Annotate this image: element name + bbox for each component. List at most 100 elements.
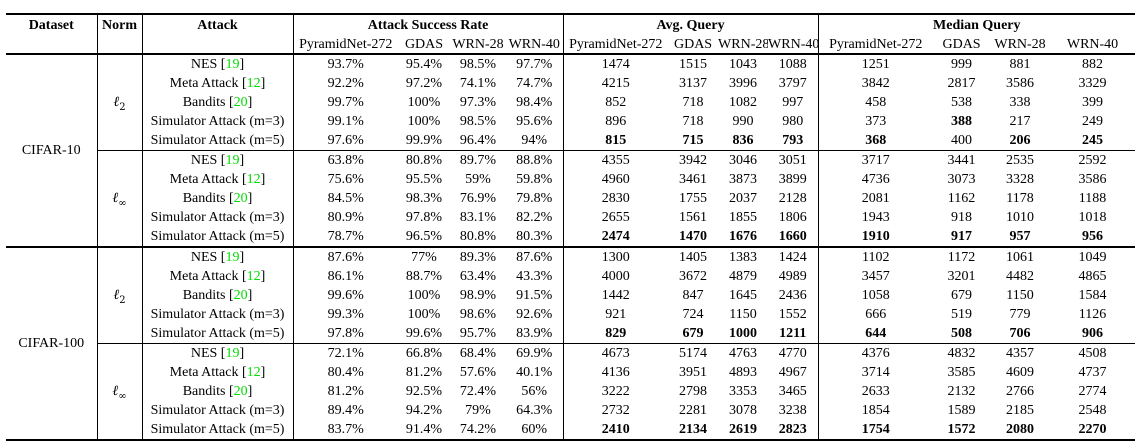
subcol-header-pyramidnet: PyramidNet-272 xyxy=(293,36,398,55)
avg-query-cell: 3797 xyxy=(768,74,819,93)
asr-cell: 81.2% xyxy=(405,365,443,380)
median-query-cell: 2185 xyxy=(1006,403,1035,418)
attack-cell: Meta Attack [12] xyxy=(142,267,294,286)
citation-link[interactable]: 20 xyxy=(233,288,248,303)
avg-query-cell: 829 xyxy=(605,326,627,341)
table-row: Simulator Attack (m=3) 99.1% 100% 98.5% 95.6… xyxy=(6,112,1135,131)
group-header-avg-query: Avg. Query xyxy=(563,14,819,36)
table-row: Simulator Attack (m=3) 80.9% 97.8% 83.1% 82.… xyxy=(6,208,1135,227)
median-query-cell: 3586 xyxy=(1006,76,1035,91)
asr-cell: 97.8% xyxy=(327,326,364,341)
citation-link[interactable]: 20 xyxy=(233,95,248,110)
asr-cell: 97.3% xyxy=(459,95,497,110)
asr-cell: 60% xyxy=(506,420,564,440)
avg-query-cell: 1806 xyxy=(768,208,819,227)
citation-link[interactable]: 12 xyxy=(246,269,261,284)
avg-query-cell: 1211 xyxy=(768,324,819,344)
asr-cell: 95.7% xyxy=(459,326,497,341)
asr-cell: 98.9% xyxy=(459,288,497,303)
avg-query-cell: 3465 xyxy=(768,382,819,401)
asr-cell: 63.4% xyxy=(459,269,497,284)
asr-cell: 96.4% xyxy=(459,133,497,148)
avg-query-cell: 2823 xyxy=(768,420,819,440)
median-query-cell: 3073 xyxy=(947,172,976,187)
avg-query-cell: 2655 xyxy=(601,210,630,225)
table-row: Bandits [20] 81.2% 92.5% 72.4% 56% 3222 2798 33… xyxy=(6,382,1135,401)
attack-cell: Meta Attack [12] xyxy=(142,170,294,189)
attack-cell: NES [19] xyxy=(142,54,294,74)
median-query-cell: 4865 xyxy=(1078,269,1107,284)
asr-cell: 100% xyxy=(407,114,441,129)
asr-cell: 80.8% xyxy=(398,150,450,170)
asr-cell: 95.4% xyxy=(405,57,443,72)
median-query-cell: 4832 xyxy=(933,343,991,363)
median-query-cell: 1910 xyxy=(861,229,890,244)
col-header-attack: Attack xyxy=(142,14,294,55)
asr-cell: 56% xyxy=(506,382,564,401)
median-query-cell: 2270 xyxy=(1078,422,1107,437)
asr-cell: 88.8% xyxy=(506,150,564,170)
table-row: Bandits [20] 84.5% 98.3% 76.9% 79.8% 2830 1755… xyxy=(6,189,1135,208)
median-query-cell: 999 xyxy=(951,57,973,72)
median-query-cell: 1251 xyxy=(861,57,890,72)
subcol-header-wrn40: WRN-40 xyxy=(768,36,819,55)
avg-query-cell: 3899 xyxy=(768,170,819,189)
citation-link[interactable]: 19 xyxy=(225,250,240,265)
attack-cell: NES [19] xyxy=(142,343,294,363)
median-query-cell: 957 xyxy=(1009,229,1031,244)
norm-cell: ℓ∞ xyxy=(97,150,143,247)
avg-query-cell: 1442 xyxy=(601,288,630,303)
median-query-cell: 1049 xyxy=(1050,246,1136,267)
median-query-cell: 918 xyxy=(951,210,973,225)
avg-query-cell: 793 xyxy=(768,131,819,151)
citation-link[interactable]: 12 xyxy=(246,76,261,91)
citation-link[interactable]: 20 xyxy=(233,191,248,206)
median-query-cell: 666 xyxy=(865,307,887,322)
asr-cell: 74.1% xyxy=(459,76,497,91)
avg-query-cell: 4967 xyxy=(768,363,819,382)
median-query-cell: 399 xyxy=(1082,95,1104,110)
asr-cell: 87.6% xyxy=(506,246,564,267)
table-row: Bandits [20] 99.7% 100% 97.3% 98.4% 852 718 108… xyxy=(6,93,1135,112)
avg-query-cell: 2474 xyxy=(601,229,630,244)
median-query-cell: 2080 xyxy=(1006,422,1035,437)
asr-cell: 97.6% xyxy=(327,133,364,148)
median-query-cell: 538 xyxy=(951,95,973,110)
avg-query-cell: 2798 xyxy=(679,384,708,399)
avg-query-cell: 679 xyxy=(682,326,704,341)
avg-query-cell: 3078 xyxy=(729,403,758,418)
citation-link[interactable]: 19 xyxy=(225,153,240,168)
asr-cell: 89.7% xyxy=(450,150,506,170)
avg-query-cell: 3942 xyxy=(668,150,719,170)
asr-cell: 98.3% xyxy=(405,191,443,206)
norm-cell: ℓ2 xyxy=(97,54,143,151)
attack-cell: Bandits [20] xyxy=(142,286,294,305)
citation-link[interactable]: 19 xyxy=(225,346,240,361)
citation-link[interactable]: 20 xyxy=(233,384,248,399)
attack-cell: Bandits [20] xyxy=(142,93,294,112)
avg-query-cell: 4893 xyxy=(729,365,758,380)
group-header-median-query: Median Query xyxy=(933,18,1021,33)
avg-query-cell: 1082 xyxy=(729,95,758,110)
results-table: Dataset Norm Attack Attack Success Rate … xyxy=(6,13,1136,441)
asr-cell: 97.7% xyxy=(506,54,564,74)
attack-cell: Simulator Attack (m=3) xyxy=(142,305,294,324)
median-query-cell: 1572 xyxy=(947,422,976,437)
citation-link[interactable]: 12 xyxy=(246,365,261,380)
citation-link[interactable]: 12 xyxy=(246,172,261,187)
avg-query-cell: 4215 xyxy=(601,76,630,91)
asr-cell: 72.1% xyxy=(293,343,398,363)
table-row: Meta Attack [12] 86.1% 88.7% 63.4% 43.3% 4000… xyxy=(6,267,1135,286)
avg-query-cell: 4763 xyxy=(718,343,769,363)
subcol-header-gdas: GDAS xyxy=(933,36,991,55)
median-query-cell: 508 xyxy=(951,326,973,341)
avg-query-cell: 1855 xyxy=(729,210,758,225)
asr-cell: 89.3% xyxy=(450,246,506,267)
table-row: Simulator Attack (m=5) 97.6% 99.9% 96.4% 94%… xyxy=(6,131,1135,151)
subcol-header-gdas: GDAS xyxy=(668,36,719,55)
table-row: Simulator Attack (m=3) 99.3% 100% 98.6% 92.6… xyxy=(6,305,1135,324)
avg-query-cell: 2830 xyxy=(601,191,630,206)
norm-cell: ℓ∞ xyxy=(97,343,143,440)
citation-link[interactable]: 19 xyxy=(225,57,240,72)
avg-query-cell: 2436 xyxy=(768,286,819,305)
